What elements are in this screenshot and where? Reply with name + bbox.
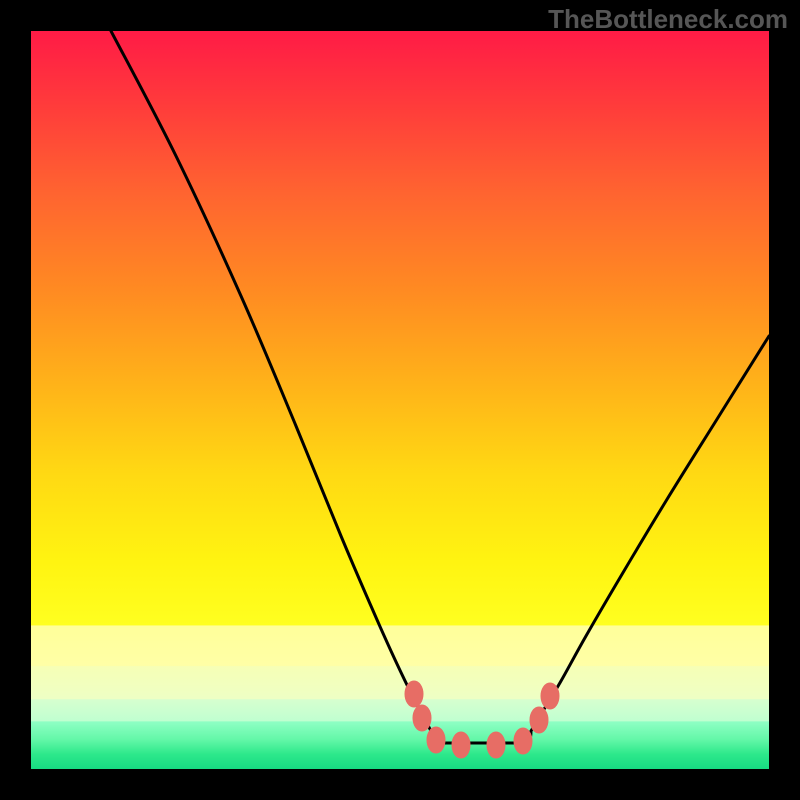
curve-marker xyxy=(514,728,532,754)
curve-marker xyxy=(530,707,548,733)
curve-marker xyxy=(405,681,423,707)
gradient-background xyxy=(31,31,769,769)
curve-marker xyxy=(541,683,559,709)
curve-marker xyxy=(487,732,505,758)
chart-plot-area xyxy=(31,31,769,769)
chart-svg xyxy=(31,31,769,769)
curve-marker xyxy=(413,705,431,731)
watermark-text: TheBottleneck.com xyxy=(548,4,788,35)
curve-marker xyxy=(452,732,470,758)
curve-marker xyxy=(427,727,445,753)
